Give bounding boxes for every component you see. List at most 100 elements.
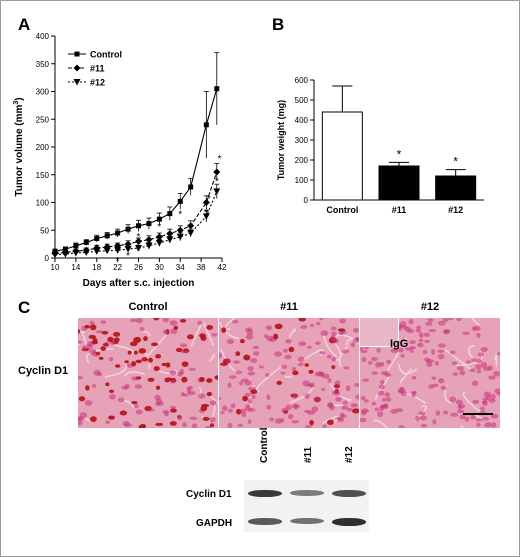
nucleus	[227, 422, 233, 428]
significance-star: *	[157, 222, 161, 233]
nucleus	[400, 386, 405, 390]
nucleus	[280, 371, 286, 375]
positive-nucleus	[139, 423, 147, 428]
positive-nucleus	[90, 416, 97, 422]
nucleus	[309, 323, 315, 327]
nucleus	[437, 353, 445, 360]
nucleus	[459, 370, 466, 376]
data-point	[72, 250, 80, 257]
y-tick-label: 600	[295, 76, 309, 85]
nucleus	[258, 365, 264, 369]
nucleus	[251, 394, 256, 400]
stroma-fiber	[345, 338, 359, 346]
nucleus	[181, 422, 188, 428]
nucleus	[78, 340, 83, 344]
positive-nucleus	[352, 408, 359, 414]
positive-nucleus	[235, 351, 241, 357]
nucleus	[465, 360, 472, 364]
positive-nucleus	[327, 419, 334, 425]
nucleus	[315, 321, 321, 326]
nucleus	[314, 396, 322, 403]
nucleus	[355, 394, 359, 400]
data-point	[115, 230, 121, 236]
nucleus	[408, 346, 417, 350]
nucleus	[339, 318, 347, 324]
nucleus	[232, 320, 239, 324]
positive-nucleus	[206, 378, 213, 383]
positive-nucleus	[150, 342, 159, 347]
nucleus	[88, 349, 97, 355]
y-tick-label: 0	[304, 196, 309, 205]
nucleus	[456, 365, 464, 371]
positive-nucleus	[119, 410, 128, 416]
positive-nucleus	[161, 362, 167, 367]
nucleus	[311, 406, 319, 413]
nucleus	[219, 397, 222, 401]
nucleus	[497, 351, 500, 356]
data-point	[73, 243, 79, 249]
data-point	[202, 199, 210, 206]
stroma-fiber	[78, 414, 90, 422]
nucleus	[246, 329, 254, 335]
nucleus	[177, 415, 183, 421]
micrograph-title-12: #12	[420, 301, 440, 313]
nucleus	[321, 387, 326, 392]
nucleus	[480, 361, 488, 368]
data-point	[188, 184, 194, 190]
nucleus	[293, 404, 298, 410]
significance-star: *	[397, 147, 402, 161]
nucleus	[354, 336, 359, 342]
nucleus	[475, 418, 482, 422]
nucleus	[331, 357, 337, 362]
nucleus	[322, 424, 327, 428]
positive-nucleus	[186, 334, 194, 340]
stroma-fiber	[338, 345, 349, 368]
tumor-volume-chart: 0 50 100 150 200 250 300 350 400 10 14 18 22 26 30 34 38…	[13, 32, 227, 289]
y-tick-label: 250	[36, 115, 50, 124]
nucleus	[248, 398, 253, 404]
nucleus	[179, 343, 188, 348]
data-point	[74, 51, 80, 57]
y-tick-label: 300	[295, 136, 309, 145]
nucleus	[397, 388, 404, 394]
nucleus	[406, 329, 415, 334]
nucleus	[335, 396, 343, 402]
nucleus	[428, 384, 435, 389]
nucleus	[398, 347, 404, 353]
nucleus	[377, 390, 385, 396]
nucleus	[129, 318, 138, 323]
nucleus	[285, 339, 292, 344]
x-tick-label: 18	[92, 263, 101, 272]
nucleus	[470, 414, 476, 420]
nucleus	[401, 325, 408, 329]
nucleus	[180, 350, 188, 354]
nucleus	[253, 351, 260, 356]
nucleus	[155, 401, 160, 406]
nucleus	[239, 408, 247, 414]
nucleus	[314, 341, 321, 345]
nucleus	[244, 392, 253, 397]
nucleus	[434, 361, 439, 366]
nucleus	[380, 404, 389, 409]
nucleus	[464, 416, 470, 422]
nucleus	[237, 423, 244, 427]
data-point	[176, 226, 184, 234]
stroma-fiber	[372, 419, 389, 428]
nucleus	[95, 330, 104, 334]
y-tick-label: 100	[36, 199, 50, 208]
data-point	[135, 237, 142, 245]
nucleus	[105, 420, 111, 424]
nucleus	[477, 352, 484, 357]
nucleus	[415, 415, 420, 422]
positive-nucleus	[133, 336, 142, 343]
nucleus	[382, 397, 387, 402]
nucleus	[334, 380, 341, 387]
nucleus	[418, 332, 424, 339]
x-tick-label: 42	[218, 263, 227, 272]
nucleus	[187, 391, 196, 396]
nucleus	[136, 318, 143, 324]
stroma-fiber	[78, 331, 86, 346]
bar	[321, 111, 363, 201]
nucleus	[427, 318, 434, 323]
nucleus	[191, 423, 198, 428]
